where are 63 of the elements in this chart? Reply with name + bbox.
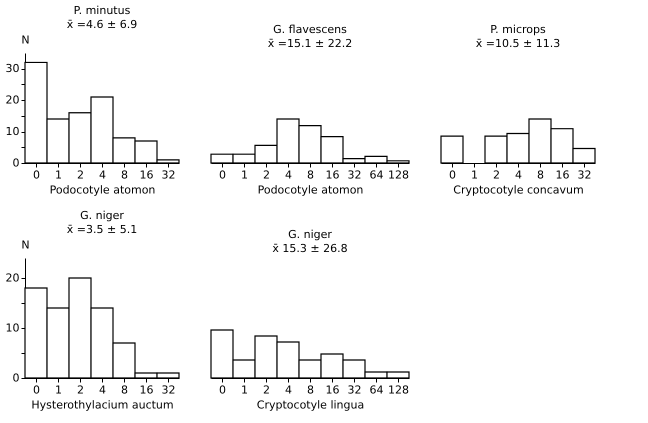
chart-subtitle: x̄ =3.5 ± 5.1 [66, 223, 138, 236]
x-tick-label: 128 [388, 384, 409, 396]
x-tick-label: 32 [348, 168, 362, 182]
x-tick-label: 0 [219, 168, 226, 182]
chart-title: G. niger [288, 228, 332, 241]
y-tick-label: 0 [12, 156, 20, 170]
x-tick-label: 1 [55, 384, 62, 396]
x-tick-label: 8 [121, 384, 128, 396]
x-tick-label: 32 [162, 384, 176, 396]
x-tick-label: 1 [241, 384, 248, 396]
x-tick-label: 4 [99, 384, 106, 396]
x-tick-label: 4 [285, 384, 292, 396]
x-axis-title: Podocotyle atomon [50, 184, 156, 196]
x-tick-label: 1 [55, 168, 62, 182]
chart-subtitle: x̄ =10.5 ± 11.3 [476, 37, 560, 50]
y-tick-label: 20 [6, 94, 20, 107]
x-tick-label: 64 [370, 384, 384, 396]
y-axis-title: N [21, 238, 30, 252]
y-tick-label: 10 [6, 322, 20, 334]
x-tick-label: 2 [263, 384, 270, 396]
x-tick-label: 8 [121, 168, 128, 182]
x-axis-title: Cryptocotyle concavum [453, 184, 584, 196]
x-tick-label: 32 [162, 168, 176, 182]
y-tick-label: 0 [12, 372, 20, 384]
x-tick-label: 16 [326, 168, 340, 182]
chart-title: G. flavescens [273, 23, 348, 36]
x-tick-label: 32 [578, 168, 592, 182]
x-tick-label: 32 [348, 384, 362, 396]
y-tick-label: 30 [6, 62, 20, 76]
x-tick-label: 4 [99, 168, 106, 182]
x-tick-label: 16 [556, 168, 570, 182]
x-tick-label: 0 [449, 168, 456, 182]
y-tick-label: 10 [6, 125, 20, 138]
x-tick-label: 2 [493, 168, 500, 182]
x-tick-label: 0 [33, 168, 40, 182]
chart-title: P. microps [490, 23, 546, 36]
x-tick-label: 1 [241, 168, 248, 182]
chart-title: P. minutus [74, 4, 131, 17]
y-axis-title: N [21, 34, 30, 46]
x-tick-label: 4 [515, 168, 522, 182]
x-axis-title: Cryptocotyle lingua [256, 398, 364, 412]
x-tick-label: 1 [471, 168, 478, 182]
x-tick-label: 4 [285, 168, 292, 182]
x-tick-label: 2 [77, 168, 84, 182]
x-tick-label: 0 [33, 384, 40, 396]
x-tick-label: 2 [77, 384, 84, 396]
x-tick-label: 16 [326, 384, 340, 396]
x-tick-label: 16 [140, 168, 154, 182]
x-tick-label: 16 [140, 384, 154, 396]
x-tick-label: 8 [537, 168, 544, 182]
chart-subtitle: x̄ 15.3 ± 26.8 [272, 242, 348, 255]
x-tick-label: 2 [263, 168, 270, 182]
x-axis-title: Hysterothylacium auctum [31, 398, 174, 412]
chart-subtitle: x̄ =4.6 ± 6.9 [66, 18, 138, 31]
x-axis-title: Podocotyle atomon [258, 184, 364, 196]
y-tick-label: 20 [6, 272, 20, 284]
chart-subtitle: x̄ =15.1 ± 22.2 [268, 37, 352, 50]
x-tick-label: 8 [307, 168, 314, 182]
chart-title: G. niger [80, 209, 124, 222]
x-tick-label: 0 [219, 384, 226, 396]
x-tick-label: 128 [388, 168, 409, 182]
x-tick-label: 64 [370, 168, 384, 182]
x-tick-label: 8 [307, 384, 314, 396]
